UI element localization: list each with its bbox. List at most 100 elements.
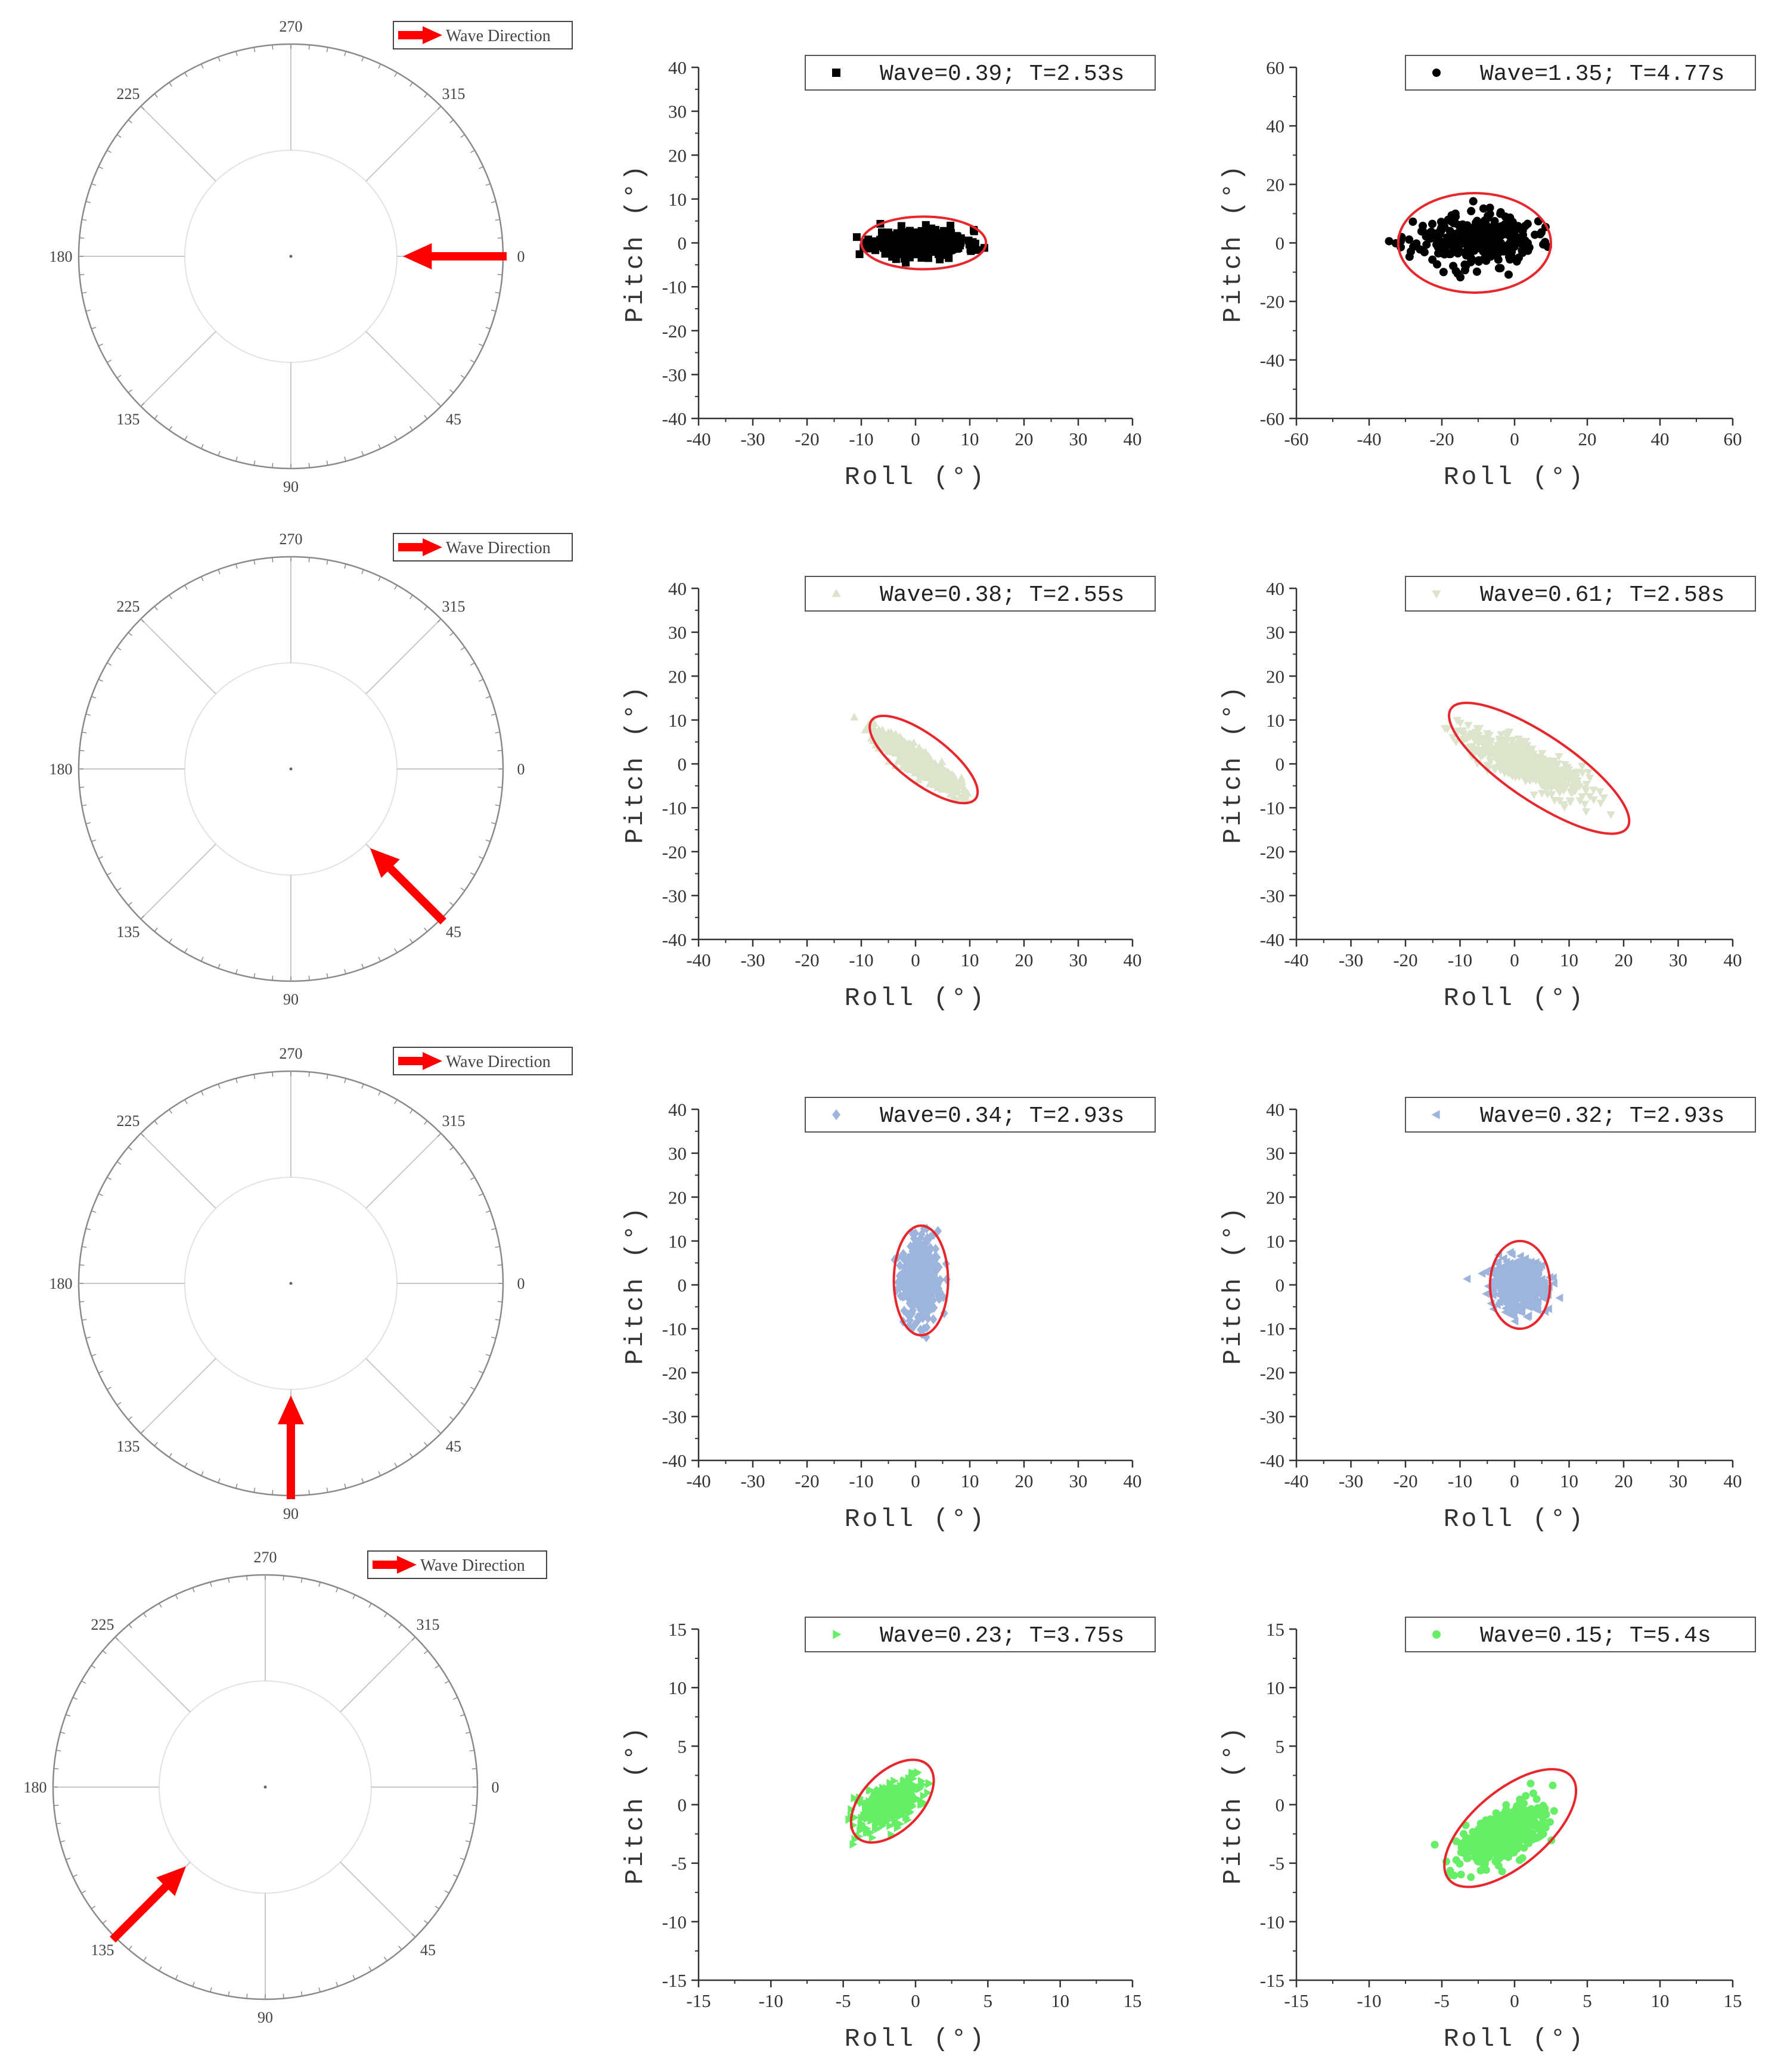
polar-tick bbox=[235, 51, 238, 57]
data-point bbox=[1486, 234, 1495, 243]
data-point bbox=[1490, 216, 1499, 225]
x-tick-label: -10 bbox=[1448, 950, 1472, 970]
data-point bbox=[920, 761, 929, 769]
data-point bbox=[880, 1798, 888, 1807]
x-tick-label: 30 bbox=[1069, 429, 1088, 449]
x-tick-label: 20 bbox=[1615, 1471, 1633, 1491]
data-point bbox=[1549, 1273, 1557, 1282]
data-point bbox=[880, 1789, 889, 1798]
data-point bbox=[1515, 1258, 1524, 1267]
polar-angle-label-180: 180 bbox=[24, 1779, 47, 1796]
data-point bbox=[923, 770, 932, 778]
data-point bbox=[900, 1254, 908, 1264]
data-point bbox=[947, 789, 956, 798]
data-point bbox=[1557, 767, 1566, 775]
polar-tick bbox=[184, 72, 188, 77]
scatter-series bbox=[890, 1223, 951, 1342]
data-point bbox=[1528, 1807, 1537, 1815]
legend-arrow-icon bbox=[398, 26, 442, 44]
confidence-ellipse bbox=[892, 1224, 950, 1337]
data-point bbox=[1481, 1857, 1490, 1865]
data-point bbox=[1462, 1836, 1470, 1844]
polar-angle-label-180: 180 bbox=[49, 248, 73, 265]
data-point bbox=[920, 1791, 928, 1801]
polar-angle-label-270: 270 bbox=[280, 1045, 303, 1062]
y-tick-label: 60 bbox=[1266, 57, 1284, 78]
data-point bbox=[1445, 250, 1454, 259]
polar-tick bbox=[272, 1072, 274, 1077]
data-point bbox=[1479, 221, 1488, 229]
polar-tick bbox=[98, 856, 103, 860]
data-point bbox=[871, 1801, 879, 1811]
data-point bbox=[878, 730, 887, 739]
polar-tick bbox=[128, 632, 132, 636]
data-point bbox=[910, 1284, 919, 1295]
legend-box bbox=[1405, 55, 1756, 91]
polar-tick bbox=[253, 47, 256, 52]
data-point bbox=[1565, 770, 1574, 778]
x-tick-label: 0 bbox=[1510, 1990, 1519, 2011]
data-point bbox=[1501, 739, 1510, 747]
polar-tick bbox=[73, 1874, 77, 1878]
polar-tick bbox=[85, 1336, 91, 1339]
polar-angle-label-270: 270 bbox=[254, 1549, 277, 1566]
data-point bbox=[909, 1291, 917, 1301]
legend-label: Wave=0.61; T=2.58s bbox=[1480, 582, 1724, 608]
polar-angle-label-225: 225 bbox=[91, 1616, 114, 1633]
data-point bbox=[1535, 1811, 1543, 1819]
data-point bbox=[1506, 1248, 1514, 1257]
y-tick-label: -10 bbox=[662, 1319, 687, 1339]
data-point bbox=[914, 1312, 922, 1322]
polar-angle-label-0: 0 bbox=[517, 248, 525, 265]
data-point bbox=[1525, 1274, 1534, 1283]
polar-tick bbox=[128, 1946, 132, 1950]
polar-tick bbox=[409, 594, 413, 600]
legend-box bbox=[805, 1617, 1156, 1652]
data-point bbox=[1499, 1254, 1507, 1263]
polar-tick bbox=[253, 560, 256, 565]
chart-legend: Wave=0.23; T=3.75s bbox=[805, 1617, 1156, 1652]
polar-tick bbox=[491, 1336, 497, 1339]
data-point bbox=[1585, 793, 1594, 801]
data-point bbox=[1549, 775, 1557, 783]
data-point bbox=[1453, 716, 1462, 725]
data-point bbox=[1496, 766, 1505, 774]
legend-arrow-icon bbox=[398, 538, 442, 556]
data-point bbox=[1526, 1779, 1535, 1788]
polar-tick bbox=[85, 201, 91, 203]
y-tick-label: -20 bbox=[1260, 842, 1284, 863]
y-tick-label: -10 bbox=[662, 798, 687, 818]
data-point bbox=[1507, 235, 1516, 244]
wave-direction-arrow bbox=[278, 1395, 304, 1499]
polar-tick bbox=[82, 731, 87, 734]
polar-angle-label-270: 270 bbox=[280, 531, 303, 548]
polar-tick bbox=[460, 1161, 466, 1165]
data-point bbox=[965, 240, 973, 249]
data-point bbox=[897, 1781, 905, 1790]
data-point bbox=[1571, 787, 1580, 795]
data-point bbox=[1433, 260, 1442, 269]
data-point bbox=[1479, 204, 1488, 213]
polar-tick bbox=[378, 957, 381, 961]
x-tick-label: 20 bbox=[1015, 1471, 1034, 1491]
data-point bbox=[1481, 750, 1490, 758]
polar-tick bbox=[318, 1987, 321, 1993]
data-point bbox=[929, 1285, 938, 1295]
data-point bbox=[955, 793, 964, 801]
polar-tick bbox=[470, 662, 475, 666]
polar-tick bbox=[491, 309, 497, 312]
polar-angle-label-90: 90 bbox=[283, 478, 299, 495]
y-tick-label: 0 bbox=[1276, 1275, 1285, 1296]
data-point bbox=[945, 241, 953, 250]
polar-angle-label-225: 225 bbox=[117, 85, 140, 103]
y-tick-label: 0 bbox=[1276, 1795, 1285, 1816]
y-tick-label: 10 bbox=[668, 1677, 687, 1698]
polar-tick bbox=[91, 1210, 97, 1213]
data-point bbox=[1515, 773, 1524, 781]
polar-tick bbox=[368, 1603, 372, 1608]
data-point bbox=[927, 232, 935, 240]
polar-tick bbox=[82, 219, 87, 221]
y-tick-label: 20 bbox=[1266, 174, 1284, 195]
polar-tick bbox=[361, 569, 364, 575]
data-point bbox=[1482, 1289, 1490, 1298]
